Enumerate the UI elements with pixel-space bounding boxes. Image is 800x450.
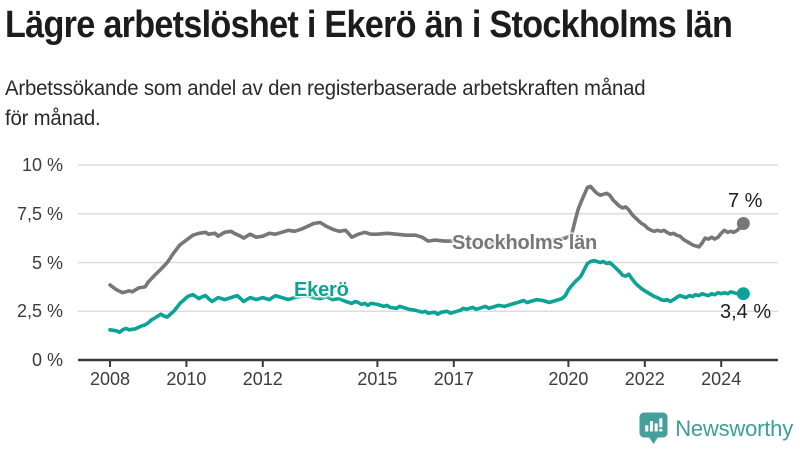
x-tick-label: 2012 (242, 369, 283, 389)
end-value-label-ekero: 3,4 % (720, 301, 772, 323)
newsworthy-logo: Newsworthy (639, 412, 793, 445)
x-tick-label: 2010 (166, 369, 207, 389)
series-line-stockholms-lan (108, 184, 746, 295)
y-tick-label: 10 % (21, 155, 63, 175)
y-tick-label: 0 % (31, 350, 63, 370)
page-title: Lägre arbetslöshet i Ekerö än i Stockhol… (5, 4, 733, 46)
series-label-stockholms-lan: Stockholms län (452, 232, 598, 254)
x-tick-label: 2024 (701, 369, 742, 389)
y-tick-label: 2,5 % (16, 301, 63, 322)
y-tick-label: 7,5 % (16, 203, 63, 224)
newsworthy-bubble-chart-icon (639, 412, 668, 444)
chart-subtitle: Arbetssökande som andel av den registerb… (5, 77, 646, 130)
series-line-ekero (108, 258, 746, 335)
x-tick-label: 2020 (548, 369, 589, 389)
series-end-dot-stockholms-lan (736, 217, 750, 230)
x-tick-label: 2008 (89, 369, 131, 389)
x-tick-label: 2015 (357, 369, 398, 389)
y-tick-label: 5 % (31, 252, 63, 273)
newsworthy-logo-text: Newsworthy (675, 415, 793, 441)
end-value-label-stockholms-lan: 7 % (728, 190, 763, 212)
x-tick-label: 2022 (624, 369, 665, 389)
series-end-dot-ekero (736, 287, 750, 301)
x-tick-label: 2017 (433, 369, 474, 389)
series-label-ekero: Ekerö (294, 279, 349, 301)
